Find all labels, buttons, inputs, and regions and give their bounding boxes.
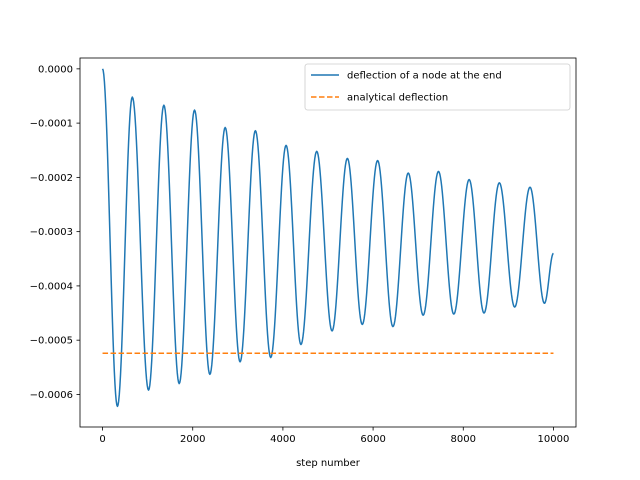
x-tick-label: 2000 [180,434,205,445]
x-tick-label: 6000 [360,434,385,445]
legend-entry-label: deflection of a node at the end [347,71,502,82]
axes: 0 2000 4000 6000 8000 10000 0.0000 −0.0001 −0.00… [30,57,577,445]
series-line-deflection [101,68,554,408]
y-tick-label: −0.0003 [30,227,73,238]
x-tick-label: 0 [99,434,105,445]
plot-area [101,68,554,408]
axes-frame [79,57,577,428]
y-tick-label: 0.0000 [38,64,73,75]
y-tick-label: −0.0001 [30,119,73,130]
y-tick-label: −0.0006 [30,390,73,401]
legend: deflection of a node at the end analytica… [304,63,571,111]
x-tick-label: 4000 [270,434,295,445]
x-tick-label: 10000 [538,434,570,445]
y-tick-label: −0.0002 [30,173,73,184]
x-tick-label: 8000 [451,434,476,445]
x-axis-label: step number [296,458,361,469]
y-tick-label: −0.0004 [30,281,73,292]
legend-entry-label: analytical deflection [347,93,448,104]
y-tick-label: −0.0005 [30,336,73,347]
legend-box [304,63,571,111]
